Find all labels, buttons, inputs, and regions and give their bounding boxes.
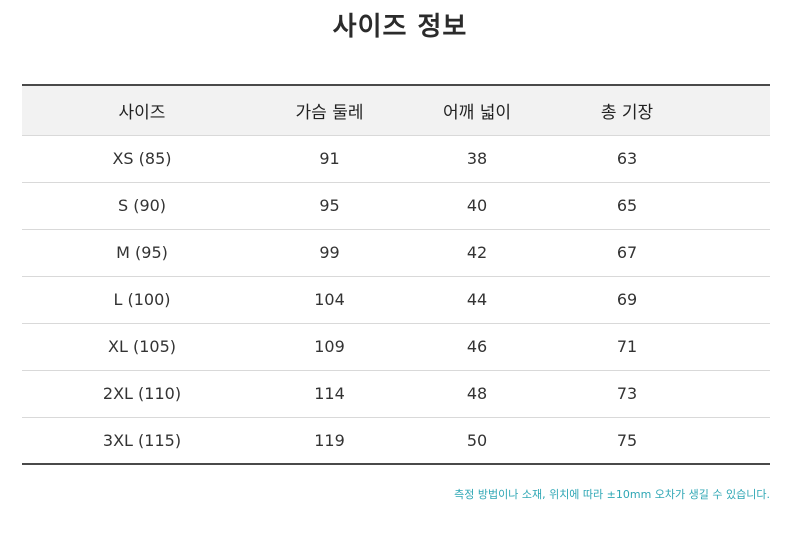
cell-chest: 109 (314, 337, 345, 356)
cell-shoulder: 48 (466, 384, 488, 403)
cell-shoulder: 46 (466, 337, 488, 356)
page-title: 사이즈 정보 (332, 12, 468, 42)
table-row: 2XL (110) 114 48 73 (22, 370, 770, 417)
measurement-note: 측정 방법이나 소재, 위치에 따라 ±10mm 오차가 생길 수 있습니다. (454, 488, 770, 501)
cell-spacer (697, 323, 770, 370)
table-row: S (90) 95 40 65 (22, 182, 770, 229)
header-size: 사이즈 (118, 102, 166, 123)
cell-size: 2XL (110) (102, 384, 182, 403)
table-row: 3XL (115) 119 50 75 (22, 417, 770, 464)
cell-chest: 99 (319, 243, 340, 262)
table-header: 사이즈 가슴 둘레 어깨 넓이 총 기장 (22, 85, 770, 135)
cell-length: 73 (616, 384, 638, 403)
cell-chest: 91 (319, 149, 340, 168)
header-length: 총 기장 (600, 102, 654, 123)
cell-size: XS (85) (112, 149, 172, 168)
cell-shoulder: 38 (466, 149, 488, 168)
cell-length: 69 (616, 290, 638, 309)
table-row: L (100) 104 44 69 (22, 276, 770, 323)
cell-size: L (100) (113, 290, 171, 309)
cell-size: 3XL (115) (102, 430, 182, 450)
table-row: XS (85) 91 38 63 (22, 135, 770, 182)
cell-size: S (90) (117, 196, 167, 215)
cell-shoulder: 40 (466, 196, 488, 215)
header-shoulder: 어깨 넓이 (443, 102, 511, 123)
cell-length: 63 (616, 149, 638, 168)
cell-length: 65 (616, 196, 638, 215)
cell-spacer (697, 182, 770, 229)
cell-shoulder: 44 (466, 290, 488, 309)
table-row: XL (105) 109 46 71 (22, 323, 770, 370)
header-spacer (697, 85, 770, 135)
cell-spacer (697, 370, 770, 417)
cell-length: 75 (616, 430, 638, 450)
cell-size: M (95) (116, 243, 168, 262)
cell-spacer (697, 229, 770, 276)
table-body: XS (85) 91 38 63 S (90) 95 40 65 M (95) … (22, 135, 770, 464)
cell-spacer (697, 276, 770, 323)
cell-length: 67 (616, 243, 638, 262)
cell-chest: 114 (314, 384, 345, 403)
cell-spacer (697, 417, 770, 464)
cell-chest: 119 (314, 430, 345, 450)
cell-chest: 104 (314, 290, 345, 309)
table-header-row: 사이즈 가슴 둘레 어깨 넓이 총 기장 (22, 85, 770, 135)
cell-length: 71 (616, 337, 638, 356)
cell-chest: 95 (319, 196, 340, 215)
cell-shoulder: 50 (466, 430, 488, 450)
size-table: 사이즈 가슴 둘레 어깨 넓이 총 기장 XS (85) 91 38 63 S … (22, 84, 770, 465)
table-row: M (95) 99 42 67 (22, 229, 770, 276)
header-chest: 가슴 둘레 (295, 102, 364, 123)
cell-shoulder: 42 (466, 243, 488, 262)
cell-size: XL (105) (108, 337, 176, 356)
cell-spacer (697, 135, 770, 182)
